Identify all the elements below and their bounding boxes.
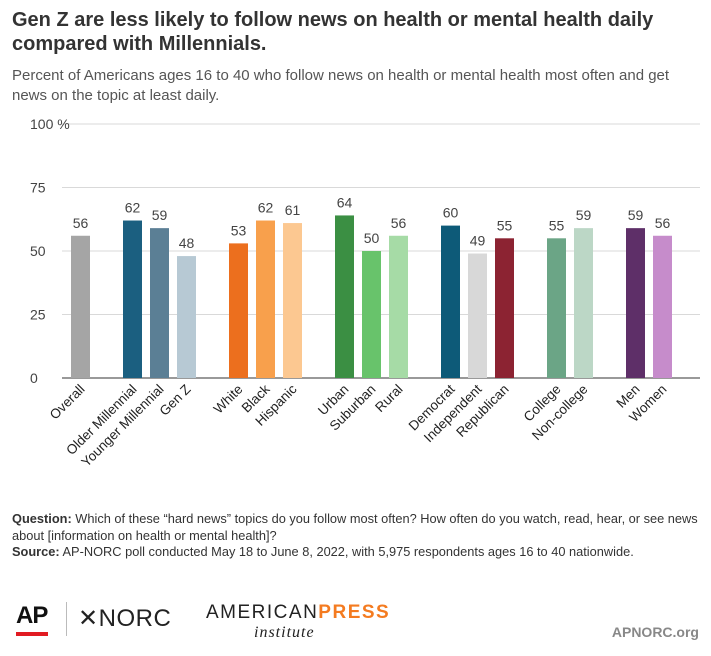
source-note: Source: AP-NORC poll conducted May 18 to… <box>12 544 707 561</box>
category-label: Overall <box>47 382 88 423</box>
ap-logo: AP <box>16 602 48 629</box>
data-label: 48 <box>179 235 195 251</box>
american-press-logo: AMERICANPRESS <box>206 602 390 624</box>
question-note: Question: Which of these “hard news” top… <box>12 511 707 544</box>
bar <box>150 228 169 378</box>
y-tick-label: 0 <box>30 370 38 386</box>
data-label: 62 <box>258 200 274 216</box>
bar <box>495 238 514 378</box>
bar <box>256 220 275 378</box>
question-text: Which of these “hard news” topics do you… <box>12 511 698 543</box>
data-label: 53 <box>231 222 247 238</box>
data-label: 61 <box>285 202 301 218</box>
data-label: 62 <box>125 200 141 216</box>
data-label: 55 <box>549 217 565 233</box>
bar <box>71 235 90 378</box>
y-tick-label: 100 % <box>30 116 70 132</box>
site-link[interactable]: APNORC.org <box>611 624 699 640</box>
y-tick-label: 50 <box>30 243 46 259</box>
data-label: 56 <box>655 215 671 231</box>
data-label: 60 <box>443 205 459 221</box>
bar <box>123 220 142 378</box>
api-logo-american: AMERICAN <box>206 602 319 623</box>
chart-title: Gen Z are less likely to follow news on … <box>12 9 654 55</box>
footer: AP ✕NORC AMERICANPRESS institute APNORC.… <box>0 596 711 652</box>
data-label: 49 <box>470 233 486 249</box>
bar <box>362 251 381 378</box>
data-label: 55 <box>497 217 513 233</box>
chart-subtitle: Percent of Americans ages 16 to 40 who f… <box>12 67 670 104</box>
source-text: AP-NORC poll conducted May 18 to June 8,… <box>62 544 634 559</box>
bar <box>441 225 460 378</box>
bar <box>547 238 566 378</box>
bar <box>283 223 302 378</box>
chart-notes: Question: Which of these “hard news” top… <box>12 511 707 561</box>
y-tick-label: 25 <box>30 307 46 323</box>
source-label: Source: <box>12 544 60 559</box>
bar <box>626 228 645 378</box>
category-label: White <box>211 382 246 417</box>
bar <box>574 228 593 378</box>
data-label: 59 <box>152 207 168 223</box>
category-label: Rural <box>372 382 405 415</box>
bar <box>229 243 248 378</box>
logo-divider <box>66 602 67 636</box>
api-logo-press: PRESS <box>318 602 391 623</box>
bar <box>389 235 408 378</box>
bar <box>468 253 487 378</box>
data-label: 56 <box>391 215 407 231</box>
y-tick-label: 75 <box>30 180 46 196</box>
bar <box>653 235 672 378</box>
data-label: 59 <box>628 207 644 223</box>
bar <box>335 215 354 378</box>
question-label: Question: <box>12 511 72 526</box>
data-label: 64 <box>337 194 353 210</box>
data-label: 50 <box>364 230 380 246</box>
category-label: Gen Z <box>156 382 193 419</box>
data-label: 56 <box>73 215 89 231</box>
norc-logo: ✕NORC <box>78 605 172 632</box>
data-label: 59 <box>576 207 592 223</box>
api-logo-institute: institute <box>254 624 315 641</box>
ap-logo-underline <box>16 632 48 636</box>
bar <box>177 256 196 378</box>
